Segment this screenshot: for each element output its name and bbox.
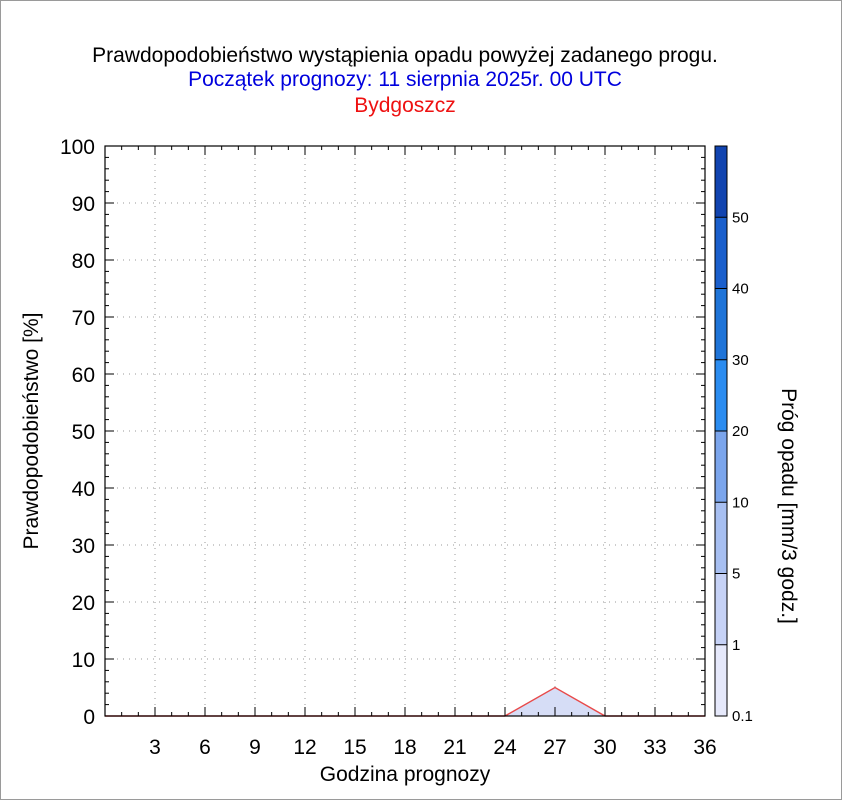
x-tick-labels: 3 6 9 12 15 18 21 24 27 30 33 36 — [149, 736, 717, 759]
chart-location: Bydgoszcz — [354, 94, 456, 117]
x-tick-label-18: 18 — [393, 736, 416, 759]
x-tick-label-15: 15 — [343, 736, 366, 759]
colorbar-label: Próg opadu [mm/3 godz.] — [777, 388, 800, 624]
y-tick-label-0: 0 — [83, 706, 95, 729]
chart-subtitle: Początek prognozy: 11 sierpnia 2025r. 00… — [188, 68, 622, 91]
colorbar-swatch-0.1 — [715, 644, 727, 716]
colorbar-label-40: 40 — [732, 281, 749, 298]
x-tick-label-27: 27 — [543, 736, 566, 759]
colorbar-label-1: 1 — [732, 637, 740, 654]
colorbar-swatch-10 — [715, 431, 727, 503]
y-tick-label-60: 60 — [72, 364, 95, 387]
ticks — [104, 145, 706, 717]
colorbar-label-50: 50 — [732, 209, 749, 226]
y-tick-label-10: 10 — [72, 649, 95, 672]
x-axis-label: Godzina prognozy — [320, 763, 491, 786]
colorbar-swatch-30 — [715, 288, 727, 360]
x-tick-label-36: 36 — [693, 736, 716, 759]
y-tick-label-40: 40 — [72, 478, 95, 501]
x-tick-label-12: 12 — [293, 736, 316, 759]
x-tick-label-6: 6 — [199, 736, 211, 759]
colorbar-label-10: 10 — [732, 494, 749, 511]
x-tick-label-9: 9 — [249, 736, 261, 759]
y-tick-label-100: 100 — [60, 136, 95, 159]
colorbar-swatch-20 — [715, 359, 727, 431]
y-axis-label: Prawdopodobieństwo [%] — [20, 313, 43, 550]
y-tick-label-20: 20 — [72, 592, 95, 615]
y-tick-label-50: 50 — [72, 421, 95, 444]
y-tick-labels: 0 10 20 30 40 50 60 70 80 90 100 — [60, 136, 95, 729]
y-tick-label-90: 90 — [72, 193, 95, 216]
grid — [105, 146, 705, 716]
x-tick-label-33: 33 — [643, 736, 666, 759]
y-tick-label-70: 70 — [72, 307, 95, 330]
x-tick-label-30: 30 — [593, 736, 616, 759]
x-tick-label-3: 3 — [149, 736, 161, 759]
x-tick-label-24: 24 — [493, 736, 517, 759]
colorbar: 0.1 1 5 10 20 30 40 50 — [714, 145, 753, 725]
colorbar-swatch-50 — [715, 146, 727, 218]
colorbar-label-0.1: 0.1 — [732, 708, 753, 725]
colorbar-swatch-5 — [715, 502, 727, 574]
colorbar-label-30: 30 — [732, 352, 749, 369]
y-tick-label-30: 30 — [72, 535, 95, 558]
chart-title: Prawdopodobieństwo wystąpienia opadu pow… — [92, 44, 718, 67]
y-tick-label-80: 80 — [72, 250, 95, 273]
colorbar-swatch-1 — [715, 573, 727, 645]
colorbar-swatch-40 — [715, 217, 727, 289]
x-tick-label-21: 21 — [443, 736, 466, 759]
colorbar-label-20: 20 — [732, 423, 749, 440]
colorbar-label-5: 5 — [732, 566, 740, 583]
